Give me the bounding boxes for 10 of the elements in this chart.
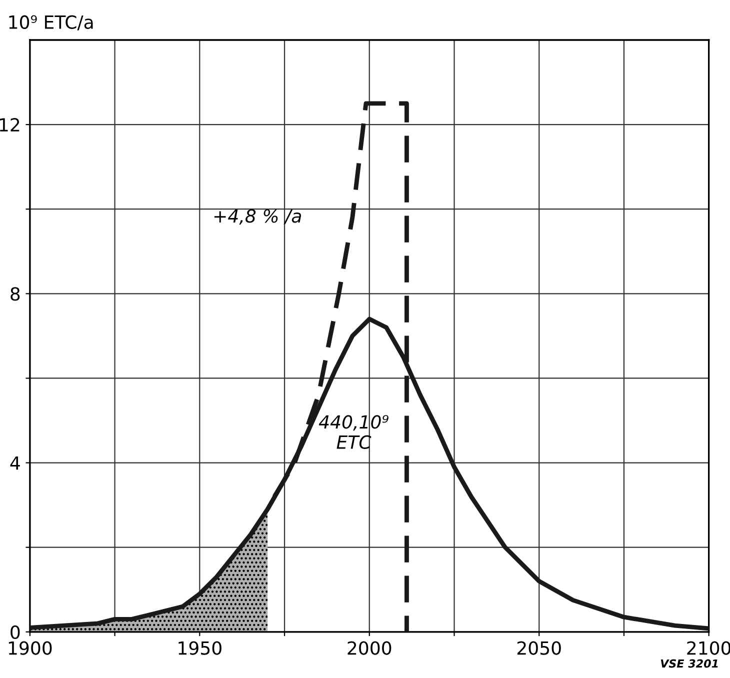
text: VSE 3201 — [660, 659, 718, 668]
y-axis-title: 10⁹ ETC/a — [9, 15, 93, 30]
x-tick-label: 2050 — [517, 641, 561, 655]
y-tick-label: 8 — [10, 287, 20, 301]
x-tick-label: 2000 — [348, 641, 392, 655]
y-tick-label: 4 — [10, 456, 20, 470]
y-tick-label: 12 — [0, 118, 20, 132]
x-tick-label: 1950 — [178, 641, 222, 655]
y-tick-label: 0 — [10, 625, 20, 640]
x-tick-label: 1900 — [8, 641, 52, 655]
